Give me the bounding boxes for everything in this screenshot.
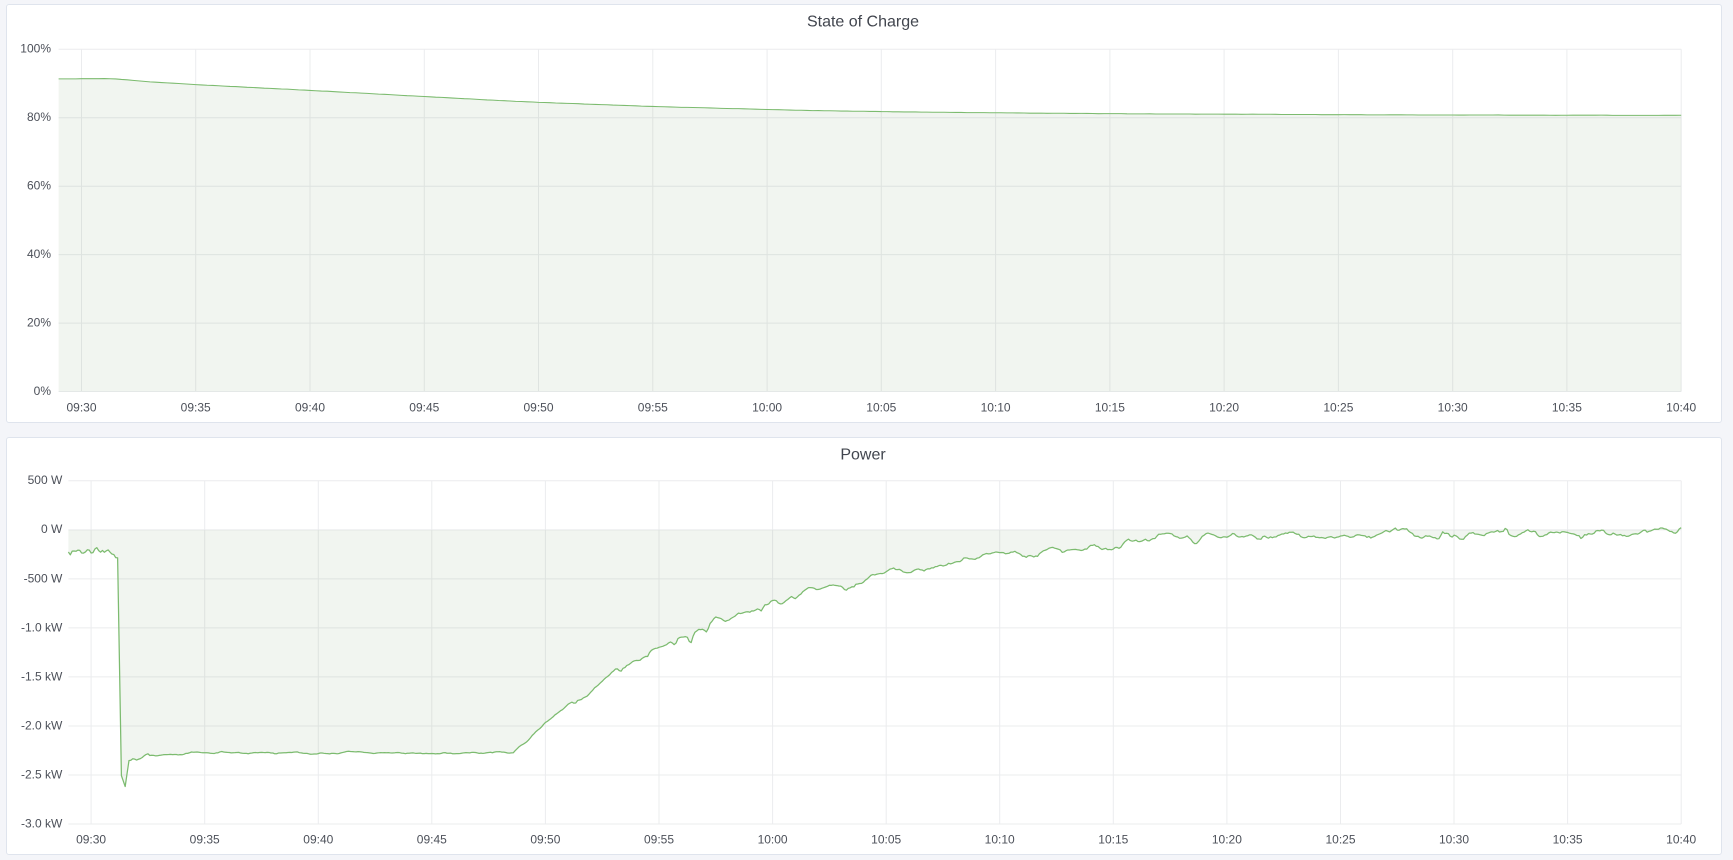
- svg-text:State of Charge: State of Charge: [807, 13, 919, 30]
- svg-text:500 W: 500 W: [28, 473, 63, 487]
- svg-text:40%: 40%: [27, 247, 51, 261]
- svg-text:0%: 0%: [34, 384, 52, 398]
- svg-text:60%: 60%: [27, 179, 51, 193]
- svg-text:-1.0 kW: -1.0 kW: [21, 620, 63, 634]
- svg-text:10:30: 10:30: [1439, 832, 1469, 846]
- svg-text:10:10: 10:10: [981, 400, 1011, 414]
- svg-text:10:20: 10:20: [1212, 832, 1242, 846]
- svg-text:09:30: 09:30: [66, 400, 96, 414]
- svg-text:09:40: 09:40: [295, 400, 325, 414]
- svg-text:09:55: 09:55: [644, 832, 674, 846]
- svg-text:-1.5 kW: -1.5 kW: [21, 669, 63, 683]
- svg-text:10:40: 10:40: [1666, 832, 1696, 846]
- svg-text:100%: 100%: [20, 42, 51, 56]
- svg-text:10:15: 10:15: [1095, 400, 1125, 414]
- svg-text:10:20: 10:20: [1209, 400, 1239, 414]
- svg-text:10:05: 10:05: [871, 832, 901, 846]
- svg-text:10:15: 10:15: [1098, 832, 1128, 846]
- svg-text:10:00: 10:00: [752, 400, 782, 414]
- svg-text:09:50: 09:50: [530, 832, 560, 846]
- svg-text:09:55: 09:55: [638, 400, 668, 414]
- svg-text:09:35: 09:35: [181, 400, 211, 414]
- svg-text:-2.5 kW: -2.5 kW: [21, 767, 63, 781]
- svg-text:10:40: 10:40: [1666, 400, 1696, 414]
- svg-text:10:30: 10:30: [1438, 400, 1468, 414]
- svg-text:10:25: 10:25: [1325, 832, 1355, 846]
- svg-text:10:10: 10:10: [985, 832, 1015, 846]
- svg-text:09:40: 09:40: [303, 832, 333, 846]
- svg-text:-500 W: -500 W: [24, 571, 63, 585]
- svg-text:-3.0 kW: -3.0 kW: [21, 816, 63, 830]
- svg-text:10:05: 10:05: [866, 400, 896, 414]
- svg-text:09:30: 09:30: [76, 832, 106, 846]
- svg-text:10:25: 10:25: [1323, 400, 1353, 414]
- svg-text:10:35: 10:35: [1553, 832, 1583, 846]
- svg-text:09:45: 09:45: [409, 400, 439, 414]
- svg-text:Power: Power: [840, 446, 886, 463]
- svg-text:09:45: 09:45: [417, 832, 447, 846]
- svg-text:-2.0 kW: -2.0 kW: [21, 718, 63, 732]
- svg-text:10:00: 10:00: [758, 832, 788, 846]
- svg-text:0 W: 0 W: [41, 522, 63, 536]
- svg-text:10:35: 10:35: [1552, 400, 1582, 414]
- svg-text:80%: 80%: [27, 110, 51, 124]
- svg-text:09:35: 09:35: [190, 832, 220, 846]
- svg-text:09:50: 09:50: [523, 400, 553, 414]
- svg-text:20%: 20%: [27, 316, 51, 330]
